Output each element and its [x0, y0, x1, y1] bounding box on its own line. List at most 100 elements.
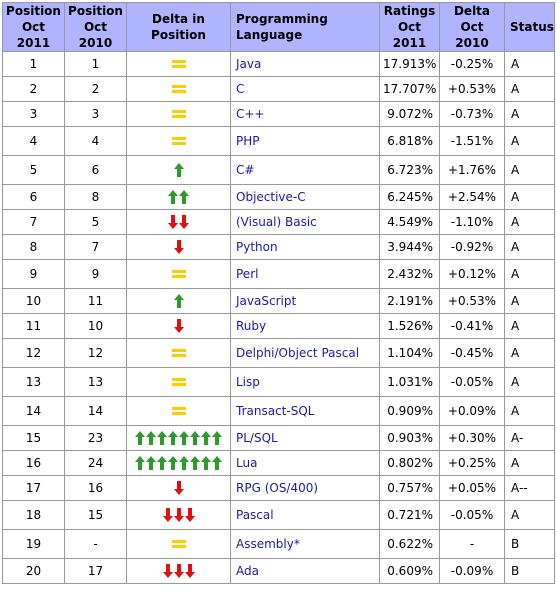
language-link[interactable]: (Visual) Basic: [236, 215, 317, 229]
language-link[interactable]: Perl: [236, 267, 259, 281]
position-2011-cell: 7: [2, 209, 65, 235]
arrow-up-icon: [173, 163, 184, 177]
language-link[interactable]: Lisp: [236, 375, 260, 389]
position-2011-cell: 3: [2, 101, 65, 127]
table-row: 15 23 PL/SQL 0.903% +0.30% A-: [2, 425, 555, 451]
arrow-down-icon: [162, 508, 173, 522]
language-link[interactable]: C#: [236, 163, 255, 177]
delta-position-cell: [126, 529, 231, 559]
status-cell: A: [504, 209, 555, 235]
language-link[interactable]: PL/SQL: [236, 431, 278, 445]
position-2010-cell: 13: [64, 367, 127, 397]
language-link[interactable]: Pascal: [236, 508, 274, 522]
position-2011-cell: 17: [2, 475, 65, 501]
delta-rating-cell: -0.25%: [439, 51, 505, 77]
rating-cell: 2.432%: [379, 259, 440, 289]
arrow-up-icon: [135, 431, 145, 445]
language-link[interactable]: Java: [236, 57, 262, 71]
language-cell: Java: [230, 51, 380, 77]
equal-icon: [171, 349, 186, 357]
position-2010-cell: 6: [64, 155, 127, 185]
header-status[interactable]: Status: [504, 2, 555, 52]
delta-indicator: [171, 136, 186, 146]
rating-cell: 6.818%: [379, 126, 440, 156]
language-link[interactable]: Objective-C: [236, 190, 306, 204]
delta-rating-cell: -0.05%: [439, 367, 505, 397]
header-language[interactable]: Programming Language: [230, 2, 380, 52]
table-body: 1 1 Java 17.913% -0.25% A 2 2 C 17.707% +0.53% A 3 3 C…: [2, 51, 555, 584]
equal-icon: [171, 378, 186, 386]
language-link[interactable]: Ada: [236, 564, 259, 578]
tiobe-index-table: Position Oct 2011 Position Oct 2010 Delt…: [2, 2, 555, 584]
language-link[interactable]: Lua: [236, 456, 258, 470]
position-2011-cell: 9: [2, 259, 65, 289]
position-2011-cell: 4: [2, 126, 65, 156]
delta-position-cell: [126, 155, 231, 185]
header-delta-position[interactable]: Delta in Position: [126, 2, 231, 52]
delta-indicator: [171, 59, 186, 69]
arrow-down-icon: [184, 508, 195, 522]
language-cell: JavaScript: [230, 288, 380, 314]
language-link[interactable]: C: [236, 82, 245, 96]
language-cell: C#: [230, 155, 380, 185]
arrow-up-icon: [135, 456, 145, 470]
rating-cell: 1.104%: [379, 338, 440, 368]
arrow-down-icon: [162, 564, 173, 578]
arrow-up-icon: [201, 456, 211, 470]
delta-indicator: [171, 84, 186, 94]
table-row: 10 11 JavaScript 2.191% +0.53% A: [2, 288, 555, 314]
language-cell: Transact-SQL: [230, 396, 380, 426]
arrow-up-icon: [168, 431, 178, 445]
status-cell: A: [504, 259, 555, 289]
arrow-up-icon: [168, 190, 178, 204]
header-ratings[interactable]: Ratings Oct 2011: [379, 2, 440, 52]
arrow-down-icon: [173, 508, 184, 522]
header-position-2010[interactable]: Position Oct 2010: [64, 2, 127, 52]
header-delta-2010[interactable]: Delta Oct 2010: [439, 2, 505, 52]
rating-cell: 1.526%: [379, 313, 440, 339]
language-link[interactable]: Ruby: [236, 319, 267, 333]
position-2011-cell: 13: [2, 367, 65, 397]
arrow-up-icon: [201, 431, 211, 445]
position-2010-cell: 14: [64, 396, 127, 426]
position-2010-cell: -: [64, 529, 127, 559]
language-link[interactable]: Python: [236, 240, 278, 254]
arrow-up-icon: [179, 456, 189, 470]
delta-position-cell: [126, 425, 231, 451]
arrow-down-icon: [168, 215, 178, 229]
language-link[interactable]: JavaScript: [236, 294, 297, 308]
arrow-down-icon: [173, 481, 184, 495]
header-row: Position Oct 2011 Position Oct 2010 Delt…: [2, 2, 555, 52]
position-2011-cell: 12: [2, 338, 65, 368]
rating-cell: 0.903%: [379, 425, 440, 451]
language-link[interactable]: Assembly*: [236, 537, 300, 551]
status-cell: A: [504, 396, 555, 426]
delta-position-cell: [126, 367, 231, 397]
table-row: 4 4 PHP 6.818% -1.51% A: [2, 126, 555, 156]
header-position-2011[interactable]: Position Oct 2011: [2, 2, 65, 52]
table-row: 5 6 C# 6.723% +1.76% A: [2, 155, 555, 185]
language-cell: Objective-C: [230, 184, 380, 210]
language-link[interactable]: Delphi/Object Pascal: [236, 346, 360, 360]
delta-position-cell: [126, 475, 231, 501]
arrow-up-icon: [190, 431, 200, 445]
position-2010-cell: 7: [64, 234, 127, 260]
language-link[interactable]: RPG (OS/400): [236, 481, 319, 495]
delta-indicator: [173, 319, 184, 333]
delta-indicator: [168, 190, 189, 204]
position-2010-cell: 17: [64, 558, 127, 584]
position-2011-cell: 20: [2, 558, 65, 584]
position-2010-cell: 3: [64, 101, 127, 127]
arrow-down-icon: [173, 240, 184, 254]
arrow-up-icon: [173, 294, 184, 308]
arrow-down-icon: [173, 319, 184, 333]
rating-cell: 6.723%: [379, 155, 440, 185]
position-2010-cell: 8: [64, 184, 127, 210]
language-link[interactable]: PHP: [236, 134, 260, 148]
arrow-up-icon: [179, 190, 189, 204]
delta-rating-cell: -0.09%: [439, 558, 505, 584]
position-2010-cell: 9: [64, 259, 127, 289]
position-2010-cell: 4: [64, 126, 127, 156]
language-link[interactable]: C++: [236, 107, 265, 121]
language-link[interactable]: Transact-SQL: [236, 404, 315, 418]
